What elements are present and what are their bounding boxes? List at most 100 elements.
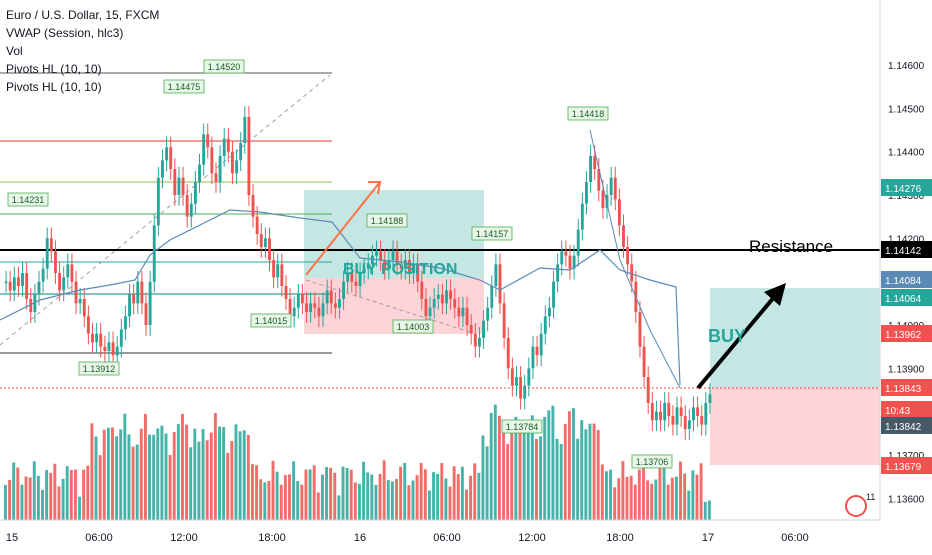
candle [477,338,481,347]
volume-bar [518,420,522,520]
volume-bar [683,473,687,520]
candle [617,199,621,226]
volume-bar [526,422,530,520]
candle [226,138,230,152]
volume-bar [609,469,613,520]
candle [305,303,308,312]
candle [547,307,551,317]
volume-bar [695,474,699,520]
candle [654,411,658,421]
candle [370,255,374,265]
volume-bar [703,501,707,520]
volume-bar [345,468,349,520]
candle [181,177,185,195]
volume-bar [497,415,501,520]
volume-bar [596,430,600,520]
volume-bar [378,473,382,520]
pivot-label: 1.14157 [476,229,509,239]
candle [568,255,572,269]
candle [49,238,53,252]
candle [675,407,679,425]
candle [432,299,436,308]
volume-bar [679,461,682,520]
volume-bar [477,472,481,520]
price-tag-text: 1.14142 [885,246,922,257]
candle [708,394,712,403]
volume-bar [502,430,505,520]
volume-bar [670,477,674,520]
time-tick: 17 [702,532,714,544]
candle [510,368,514,386]
legend-vol[interactable]: Vol [6,44,23,58]
volume-bar [271,460,275,520]
legend-pivots-1[interactable]: Pivots HL (10, 10) [6,62,102,76]
candle [572,255,576,269]
volume-bar [238,431,242,520]
volume-bar [4,485,7,520]
candle [379,251,383,260]
candle [152,225,156,282]
price-tag-text: 1.13679 [885,462,922,473]
volume-bar [530,415,534,520]
candle [671,416,675,425]
pivot-label-box [471,226,513,241]
candle [494,264,498,286]
volume-bar [617,478,621,520]
volume-bar [279,484,283,520]
candle [115,346,119,356]
candle [161,160,164,178]
volume-bar [300,484,304,520]
legend-symbol[interactable]: Euro / U.S. Dollar, 15, FXCM [6,8,160,22]
candle [523,385,527,399]
buy-position-label: BUY POSITION [343,261,457,278]
candle [284,286,288,299]
volume-bar [625,476,629,520]
candle [679,407,683,416]
candle [622,225,625,247]
candle [515,377,518,386]
volume-bar [642,461,645,520]
volume-bar [444,478,448,520]
volume-bar [185,424,189,520]
candle [465,307,469,325]
candle [12,277,16,291]
candle [560,251,564,265]
volume-bar [127,434,131,520]
legend-pivots-2[interactable]: Pivots HL (10, 10) [6,80,102,94]
volume-bar [36,475,40,520]
price-tag-text: 1.14084 [885,276,922,287]
volume-bar [382,460,386,520]
candle [263,238,267,247]
candle [692,407,695,421]
volume-bar [304,469,308,520]
volume-bar [143,413,147,520]
volume-bar [131,446,135,520]
volume-bar [329,467,333,520]
candle [704,403,708,425]
candle [29,299,33,312]
volume-bar [662,465,666,520]
candle [206,134,210,148]
candle [630,264,634,282]
volume-bar [222,427,226,520]
buy-arrow-head [764,283,786,306]
buy-arrow-line [696,288,782,390]
candle [399,264,403,269]
candle [119,329,123,347]
candle [469,325,473,334]
candle [235,160,239,174]
stop-zone-2 [710,388,880,465]
candle [502,303,506,338]
price-tick: 1.13700 [888,451,925,462]
candle [185,195,189,217]
volume-bar [111,427,114,520]
candle [436,294,440,299]
legend-vwap[interactable]: VWAP (Session, hlc3) [6,26,124,40]
volume-bar [275,471,279,520]
candle [650,403,654,421]
volume-bar [205,440,209,520]
volume-bar [366,472,370,520]
candle [103,346,107,351]
